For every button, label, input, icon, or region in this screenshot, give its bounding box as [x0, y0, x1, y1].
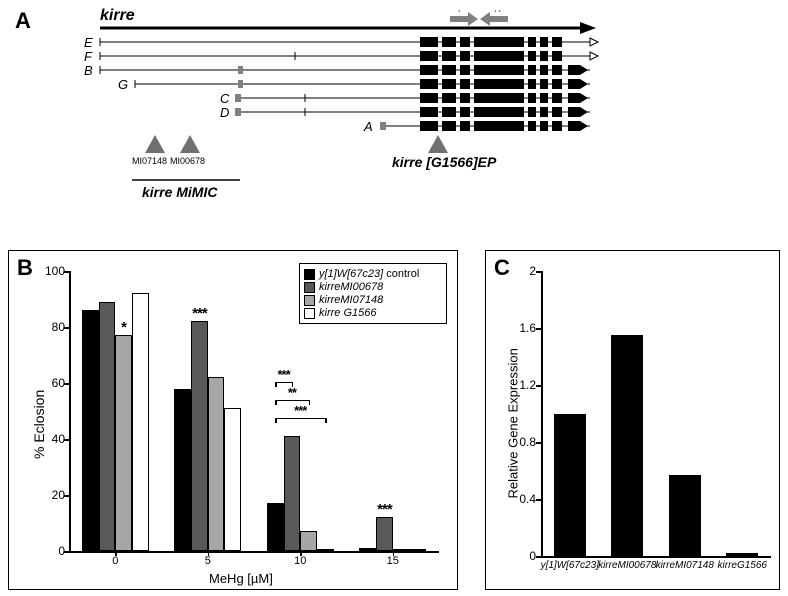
y-tick-label: 1.6	[510, 321, 536, 335]
y-tick-label: 0.4	[510, 492, 536, 506]
triangle-mi07148	[145, 135, 165, 153]
bar	[409, 549, 426, 551]
bar	[191, 321, 208, 551]
x-tick-label: y[1]W[67c23]	[541, 560, 599, 571]
x-tick-label: 10	[294, 555, 306, 567]
panel-a: F R	[40, 10, 770, 240]
bar	[317, 549, 334, 551]
bar	[554, 414, 586, 557]
legend-item: kirreMI07148	[304, 294, 442, 306]
x-tick-label: kirreMI07148	[656, 560, 714, 571]
panel-c-chart: Relative Gene Expression 00.40.81.21.62 …	[486, 251, 779, 589]
bar	[393, 549, 410, 551]
panel-a-label: A	[15, 8, 31, 34]
bar	[174, 389, 191, 551]
significance-marker: ***	[192, 305, 207, 322]
f-label: F	[458, 10, 464, 15]
x-axis	[69, 551, 439, 553]
transcript-E	[100, 37, 598, 47]
bar	[611, 335, 643, 556]
bar	[300, 531, 317, 551]
bar	[224, 408, 241, 551]
transcript-B	[100, 65, 590, 75]
r-label: R	[494, 10, 501, 15]
y-tick-label: 0.8	[510, 435, 536, 449]
gene-map-diagram: F R	[70, 10, 630, 220]
significance-bracket	[275, 418, 325, 419]
bar	[99, 302, 116, 551]
significance-marker: ***	[278, 367, 290, 382]
triangle-mi00678	[180, 135, 200, 153]
transcript-label: C	[220, 91, 229, 106]
y-tick-label: 0	[510, 549, 536, 563]
y-tick-label: 80	[39, 320, 65, 334]
significance-marker: ***	[294, 403, 306, 418]
x-tick-label: 15	[387, 555, 399, 567]
transcript-label: G	[118, 77, 128, 92]
panel-b-chart: % Eclosion 0 20 40 60 80 100 0 5 10 15 MeHg [µM]…	[9, 251, 457, 589]
panel-c-ylabel: Relative Gene Expression	[506, 329, 521, 499]
transcript-label: D	[220, 105, 229, 120]
legend-item: y[1]W[67c23] control	[304, 268, 442, 280]
x-tick-label: 0	[112, 555, 118, 567]
bar	[726, 553, 758, 556]
mimic-right-label: MI00678	[170, 156, 205, 166]
transcript-label: B	[84, 63, 93, 78]
mimic-group-label: kirre MiMIC	[142, 184, 217, 200]
bar	[284, 436, 301, 551]
transcript-C	[235, 93, 590, 103]
x-tick-label: kirreMI00678	[598, 560, 656, 571]
y-tick-label: 20	[39, 488, 65, 502]
triangle-g1566	[428, 135, 448, 153]
y-tick-label: 2	[510, 264, 536, 278]
x-tick-label: kirreG1566	[718, 560, 767, 571]
transcript-label: E	[84, 35, 93, 50]
panel-c: C Relative Gene Expression 00.40.81.21.6…	[485, 250, 780, 590]
ep-label: kirre [G1566]EP	[392, 154, 496, 170]
transcript-G	[135, 79, 590, 89]
y-tick-label: 60	[39, 376, 65, 390]
significance-marker: *	[121, 319, 126, 336]
transcript-F	[100, 51, 598, 61]
y-tick-label: 100	[39, 264, 65, 278]
panel-b-legend: y[1]W[67c23] controlkirreMI00678kirreMI0…	[299, 263, 447, 324]
significance-bracket	[275, 400, 308, 401]
gene-name: kirre	[100, 7, 135, 25]
bar	[208, 377, 225, 551]
legend-item: kirreMI00678	[304, 281, 442, 293]
significance-marker: **	[288, 385, 296, 400]
transcript-label: F	[84, 49, 92, 64]
y-tick-label: 0	[39, 544, 65, 558]
y-tick-label: 40	[39, 432, 65, 446]
bar	[359, 548, 376, 551]
x-axis	[541, 556, 771, 558]
significance-bracket	[275, 382, 292, 383]
transcript-D	[235, 107, 590, 117]
bar	[132, 293, 149, 551]
bar	[376, 517, 393, 551]
panel-b: B % Eclosion 020406080100 051015 MeHg [µ…	[8, 250, 458, 590]
bar	[267, 503, 284, 551]
mimic-left-label: MI07148	[132, 156, 167, 166]
panel-b-xlabel: MeHg [µM]	[209, 571, 273, 586]
significance-marker: ***	[377, 501, 392, 518]
x-tick-label: 5	[205, 555, 211, 567]
transcript-label: A	[364, 119, 373, 134]
legend-item: kirre G1566	[304, 307, 442, 319]
y-tick-label: 1.2	[510, 378, 536, 392]
transcript-A	[380, 121, 590, 131]
panel-b-ylabel: % Eclosion	[31, 379, 47, 459]
bar	[669, 475, 701, 556]
bar	[115, 335, 132, 551]
bar	[82, 310, 99, 551]
